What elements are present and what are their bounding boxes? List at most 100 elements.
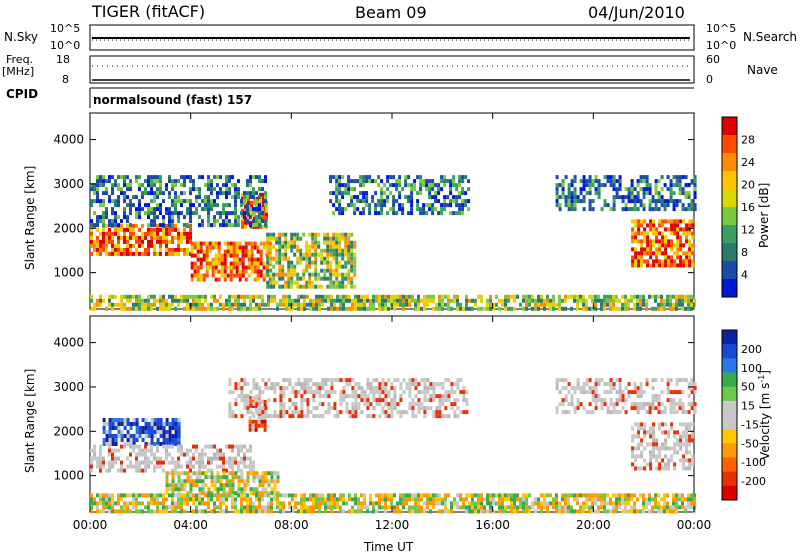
- data-cell: [302, 268, 306, 273]
- data-cell: [207, 497, 210, 502]
- data-cell: [467, 207, 471, 212]
- data-cell: [667, 219, 671, 224]
- data-cell: [270, 501, 273, 506]
- data-cell: [186, 294, 189, 299]
- data-cell: [649, 430, 653, 435]
- data-cell: [108, 179, 111, 184]
- data-cell: [552, 298, 555, 303]
- data-cell: [135, 460, 138, 465]
- data-cell: [633, 390, 637, 395]
- data-cell: [141, 460, 144, 465]
- data-cell: [96, 199, 99, 204]
- data-cell: [321, 294, 324, 299]
- data-cell: [126, 418, 130, 422]
- data-cell: [177, 438, 181, 442]
- data-cell: [117, 422, 121, 426]
- data-cell: [275, 252, 279, 257]
- data-cell: [682, 458, 686, 463]
- data-cell: [410, 207, 414, 212]
- data-cell: [411, 497, 414, 502]
- data-cell: [171, 239, 174, 244]
- data-cell: [434, 183, 438, 188]
- data-cell: [576, 378, 580, 383]
- data-cell: [631, 239, 635, 244]
- data-cell: [195, 298, 198, 303]
- xtick-label: 08:00: [274, 518, 309, 532]
- data-cell: [351, 402, 355, 407]
- data-cell: [272, 284, 276, 289]
- data-cell: [314, 232, 318, 237]
- data-cell: [246, 394, 250, 399]
- data-cell: [231, 444, 234, 449]
- data-cell: [588, 497, 591, 502]
- data-cell: [342, 386, 346, 391]
- data-cell: [525, 302, 528, 307]
- data-cell: [129, 203, 132, 208]
- data-cell: [111, 497, 114, 502]
- data-cell: [159, 251, 162, 256]
- data-cell: [108, 493, 111, 498]
- data-cell: [637, 466, 641, 471]
- data-cell: [348, 378, 352, 383]
- data-cell: [281, 276, 285, 281]
- data-cell: [669, 298, 672, 303]
- data-cell: [603, 302, 606, 307]
- data-cell: [405, 501, 408, 506]
- data-cell: [525, 306, 528, 311]
- data-cell: [225, 203, 228, 208]
- data-cell: [129, 306, 132, 311]
- data-cell: [105, 207, 108, 212]
- data-cell: [281, 264, 285, 269]
- data-cell: [612, 207, 616, 212]
- data-cell: [687, 298, 690, 303]
- data-cell: [202, 249, 206, 254]
- data-cell: [120, 306, 123, 311]
- data-cell: [96, 247, 99, 252]
- data-cell: [317, 252, 321, 257]
- data-cell: [618, 378, 622, 383]
- data-cell: [284, 244, 288, 249]
- data-cell: [363, 505, 366, 510]
- data-cell: [458, 183, 462, 188]
- data-cell: [117, 227, 120, 232]
- data-cell: [299, 236, 303, 241]
- data-cell: [262, 261, 266, 266]
- data-cell: [171, 479, 175, 484]
- data-cell: [213, 223, 216, 228]
- data-cell: [108, 219, 111, 224]
- data-cell: [138, 199, 141, 204]
- data-cell: [183, 497, 186, 502]
- data-cell: [225, 483, 229, 488]
- data-cell: [537, 294, 540, 299]
- data-cell: [643, 251, 647, 256]
- data-cell: [258, 219, 261, 224]
- data-cell: [465, 493, 468, 498]
- data-cell: [210, 207, 213, 212]
- data-cell: [120, 497, 123, 502]
- data-cell: [615, 306, 618, 311]
- data-cell: [691, 422, 695, 427]
- data-cell: [129, 243, 132, 248]
- data-cell: [117, 426, 121, 430]
- data-cell: [341, 248, 345, 253]
- data-cell: [99, 215, 102, 220]
- data-cell: [453, 298, 456, 303]
- data-cell: [220, 253, 224, 258]
- data-cell: [636, 191, 640, 196]
- xtick-label: 16:00: [475, 518, 510, 532]
- data-cell: [333, 390, 337, 395]
- data-cell: [402, 306, 405, 311]
- data-cell: [612, 302, 615, 307]
- data-cell: [300, 382, 304, 387]
- data-cell: [630, 191, 634, 196]
- data-cell: [217, 249, 221, 254]
- data-cell: [262, 277, 266, 282]
- data-cell: [237, 468, 240, 473]
- data-cell: [150, 434, 154, 438]
- data-cell: [189, 448, 192, 453]
- data-cell: [327, 410, 331, 415]
- data-cell: [688, 227, 692, 232]
- data-cell: [171, 426, 175, 430]
- data-cell: [690, 501, 693, 506]
- data-cell: [392, 203, 396, 208]
